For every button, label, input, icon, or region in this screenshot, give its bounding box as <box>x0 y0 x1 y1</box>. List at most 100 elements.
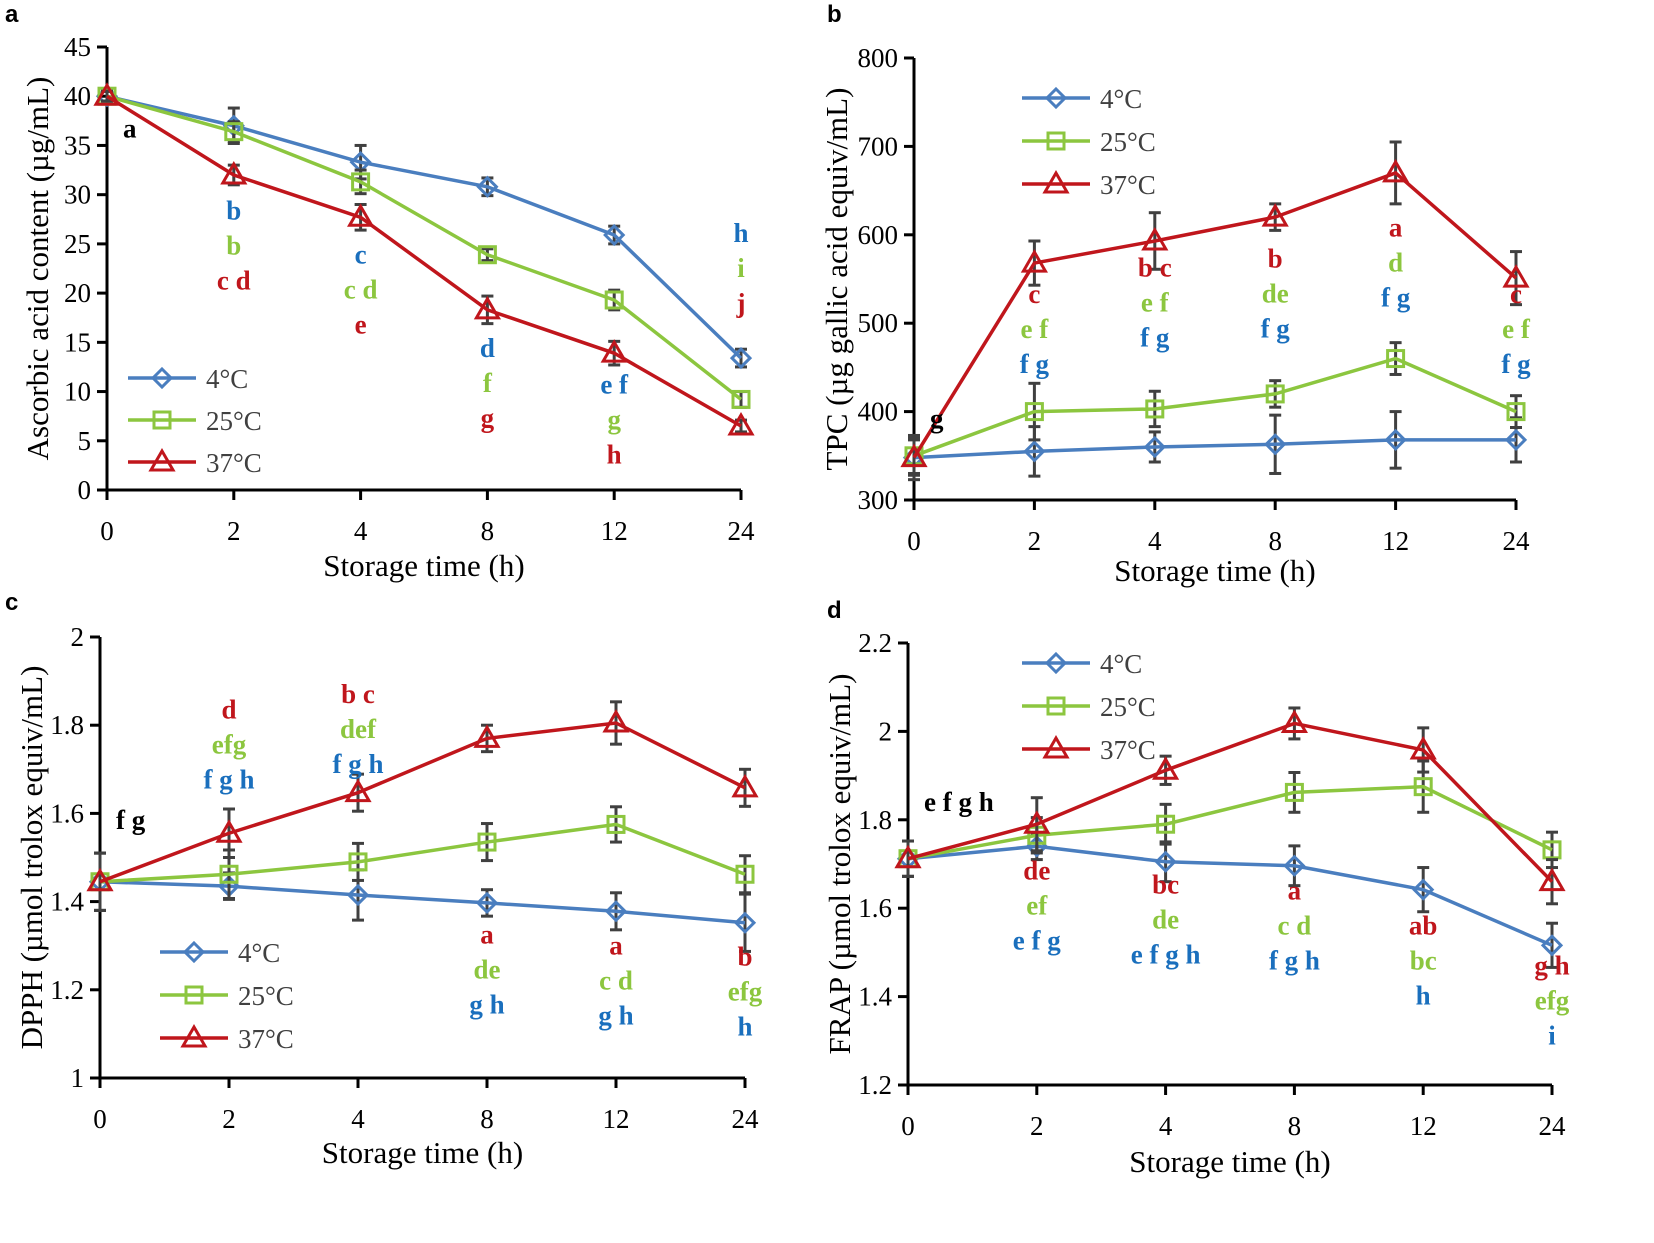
significance-letter: efg <box>212 730 247 760</box>
data-point <box>733 911 757 934</box>
y-tick-label: 2.2 <box>858 628 892 658</box>
y-tick-label: 400 <box>858 397 899 427</box>
data-point <box>731 389 751 409</box>
significance-letter: f g h <box>1269 945 1320 975</box>
significance-annotation: ad f g <box>1381 213 1411 313</box>
y-tick-label: 20 <box>64 278 91 308</box>
x-tick-label: 0 <box>100 516 114 546</box>
x-tick-label: 8 <box>1268 526 1282 556</box>
significance-letter: h <box>733 218 748 248</box>
significance-letter: f g h <box>332 749 383 779</box>
significance-letter: bc <box>1410 946 1437 976</box>
series-4c <box>88 851 757 953</box>
legend-label: 37°C <box>206 448 262 478</box>
y-axis-title: Ascorbic acid content (µg/mL) <box>20 77 55 461</box>
significance-letter: de <box>1152 905 1179 935</box>
series-line <box>912 170 1518 459</box>
data-point <box>731 773 759 798</box>
significance-annotation: a c d f g h <box>1269 875 1320 975</box>
significance-letter: a <box>1389 213 1403 243</box>
data-point <box>1409 735 1437 760</box>
data-point <box>1151 756 1180 780</box>
data-point <box>1020 249 1049 273</box>
legend-marker-icon <box>150 366 174 390</box>
legend-label: 37°C <box>238 1024 294 1054</box>
y-tick-label: 15 <box>64 327 91 357</box>
series-25c <box>898 759 1562 878</box>
x-tick-label: 12 <box>1382 526 1409 556</box>
x-tick-label: 24 <box>732 1104 760 1134</box>
y-tick-label: 1.4 <box>50 887 84 917</box>
series-25c <box>97 86 751 409</box>
data-point <box>219 864 239 884</box>
significance-letter: b <box>737 942 752 972</box>
series-25c <box>90 805 755 912</box>
significance-letter: b <box>226 195 241 225</box>
significance-letter: f g <box>1140 322 1170 352</box>
significance-annotation: d efg f g h <box>203 695 254 795</box>
significance-letter: g h <box>1534 951 1569 981</box>
legend: 4°C 25°C 37°C <box>1022 84 1156 200</box>
y-axis-title: DPPH (µmol trolox equiv/mL) <box>14 666 49 1050</box>
legend-label: 25°C <box>238 981 294 1011</box>
series-line <box>99 880 746 925</box>
significance-letter: e f g <box>1013 925 1061 955</box>
significance-annotation: b c e f f g <box>1138 252 1172 352</box>
significance-letter: g h <box>469 989 504 1019</box>
significance-letter: c d <box>217 265 251 295</box>
legend-label: 37°C <box>1100 170 1156 200</box>
legend-marker-icon <box>1044 651 1068 675</box>
significance-letter: c <box>1510 279 1522 309</box>
data-point <box>1145 399 1165 419</box>
data-point <box>600 339 628 363</box>
significance-letter: a <box>123 114 137 144</box>
significance-annotation: b de f g <box>1261 244 1291 344</box>
x-axis-title: Storage time (h) <box>1129 1144 1330 1179</box>
data-point <box>349 151 372 174</box>
significance-letter: f g <box>116 805 146 835</box>
data-point <box>1283 854 1306 877</box>
significance-annotation: a de g h <box>469 919 504 1019</box>
y-tick-label: 800 <box>858 43 899 73</box>
series-line <box>907 844 1553 947</box>
significance-annotation: f g <box>116 805 146 835</box>
series-4c <box>95 85 753 370</box>
data-point <box>727 412 755 436</box>
series-37c <box>894 706 1566 906</box>
data-point <box>1023 440 1046 463</box>
series-4c <box>902 410 1528 482</box>
significance-annotation: g <box>930 404 944 434</box>
legend-marker-icon <box>1042 735 1070 759</box>
x-tick-label: 2 <box>222 1104 236 1134</box>
x-tick-label: 0 <box>93 1104 107 1134</box>
y-tick-label: 1.6 <box>50 798 84 828</box>
data-point <box>1506 402 1526 422</box>
series-line <box>99 721 746 884</box>
data-point <box>473 724 501 748</box>
significance-letter: h <box>1416 981 1431 1011</box>
significance-letter: b <box>1268 244 1283 274</box>
significance-annotation: c e f f g <box>1020 279 1050 379</box>
significance-letter: c d <box>599 966 633 996</box>
significance-letter: f g <box>1020 349 1050 379</box>
significance-letter: b c <box>1138 252 1172 282</box>
data-point <box>894 844 922 869</box>
x-tick-label: 8 <box>480 1104 494 1134</box>
significance-letter: de <box>1023 855 1050 885</box>
significance-letter: d <box>1388 248 1403 278</box>
x-tick-label: 0 <box>907 526 921 556</box>
significance-letter: h <box>737 1012 752 1042</box>
series-37c <box>86 700 759 912</box>
y-tick-label: 5 <box>78 426 92 456</box>
significance-letter: a <box>480 919 494 949</box>
x-tick-label: 12 <box>603 1104 630 1134</box>
y-tick-label: 10 <box>64 377 91 407</box>
data-point <box>1023 810 1051 834</box>
series-line <box>913 356 1517 458</box>
legend-label: 4°C <box>1100 84 1142 114</box>
significance-letter: c d <box>344 275 378 305</box>
series-line <box>106 94 743 360</box>
